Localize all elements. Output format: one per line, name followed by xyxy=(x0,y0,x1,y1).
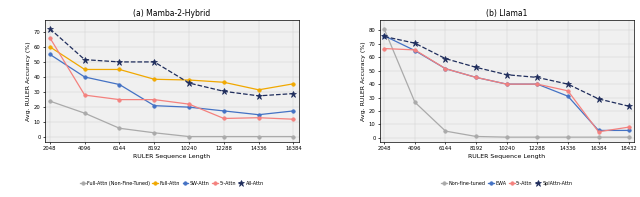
Line: 5ᵗ-Attn: 5ᵗ-Attn xyxy=(48,36,295,121)
Full-Attn (Non-Fine-Tuned) xyxy=(255,135,262,138)
SplAttn-Attn xyxy=(625,105,633,107)
5ᵗ-Attn xyxy=(290,118,298,120)
SW-Attn xyxy=(220,110,228,112)
Full-Attn (Non-Fine-Tuned) xyxy=(290,135,298,138)
EWA xyxy=(534,83,541,85)
Y-axis label: Avg. RULER Accuracy (%): Avg. RULER Accuracy (%) xyxy=(26,41,31,121)
5ᵗ-Attn xyxy=(46,37,54,39)
X-axis label: RULER Sequence Length: RULER Sequence Length xyxy=(468,154,545,159)
EWA xyxy=(380,35,388,37)
SplAttn-Attn xyxy=(472,66,480,69)
SplAttn-Attn xyxy=(380,35,388,38)
SW-Attn xyxy=(255,113,262,116)
Non-fine-tuned xyxy=(534,136,541,138)
Line: Non-fine-tuned: Non-fine-tuned xyxy=(383,27,631,139)
Non-fine-tuned xyxy=(442,130,449,132)
SplAttn-Attn xyxy=(503,73,511,76)
Non-fine-tuned xyxy=(472,135,480,138)
Line: All-Attn: All-Attn xyxy=(47,26,296,99)
EWA xyxy=(411,49,419,52)
SplAttn-Attn xyxy=(564,83,572,85)
SplAttn-Attn xyxy=(534,76,541,79)
Full-Attn (Non-Fine-Tuned) xyxy=(220,135,228,138)
All-Attn xyxy=(116,61,124,63)
Non-fine-tuned xyxy=(564,136,572,138)
Line: 5ᵗ-Attn: 5ᵗ-Attn xyxy=(383,47,631,134)
5ᵗ-Attn xyxy=(503,83,511,85)
SW-Attn xyxy=(46,53,54,56)
SW-Attn xyxy=(150,104,158,107)
EWA xyxy=(595,129,602,132)
Legend: Full-Attn (Non-Fine-Tuned), Full-Attn, SW-Attn, 5ᵗ-Attn, All-Attn: Full-Attn (Non-Fine-Tuned), Full-Attn, S… xyxy=(80,181,264,186)
5ᵗ-Attn xyxy=(442,68,449,70)
5ᵗ-Attn xyxy=(472,76,480,79)
5ᵗ-Attn xyxy=(185,103,193,105)
Line: Full-Attn (Non-Fine-Tuned): Full-Attn (Non-Fine-Tuned) xyxy=(48,99,295,138)
SW-Attn xyxy=(81,76,88,78)
All-Attn xyxy=(185,82,193,84)
All-Attn xyxy=(255,95,262,97)
SplAttn-Attn xyxy=(595,98,602,100)
5ᵗ-Attn xyxy=(564,90,572,92)
Line: EWA: EWA xyxy=(383,34,631,132)
Non-fine-tuned xyxy=(380,28,388,30)
Legend: Non-fine-tuned, EWA, 5ᵗ-Attn, SplAttn-Attn: Non-fine-tuned, EWA, 5ᵗ-Attn, SplAttn-At… xyxy=(441,181,572,186)
5ᵗ-Attn xyxy=(380,47,388,50)
X-axis label: RULER Sequence Length: RULER Sequence Length xyxy=(133,154,211,159)
5ᵗ-Attn xyxy=(411,49,419,51)
Full-Attn (Non-Fine-Tuned) xyxy=(116,127,124,129)
Full-Attn (Non-Fine-Tuned) xyxy=(81,112,88,114)
5ᵗ-Attn xyxy=(595,131,602,133)
Non-fine-tuned xyxy=(411,101,419,103)
Full-Attn xyxy=(46,46,54,48)
5ᵗ-Attn xyxy=(150,98,158,101)
EWA xyxy=(625,129,633,132)
Line: SplAttn-Attn: SplAttn-Attn xyxy=(381,33,632,109)
5ᵗ-Attn xyxy=(255,117,262,119)
Full-Attn (Non-Fine-Tuned) xyxy=(46,100,54,102)
5ᵗ-Attn xyxy=(81,94,88,96)
5ᵗ-Attn xyxy=(116,98,124,101)
All-Attn xyxy=(290,92,298,95)
Full-Attn xyxy=(290,83,298,85)
Full-Attn xyxy=(81,68,88,71)
SplAttn-Attn xyxy=(411,42,419,44)
All-Attn xyxy=(220,90,228,93)
Full-Attn (Non-Fine-Tuned) xyxy=(150,132,158,134)
Full-Attn (Non-Fine-Tuned) xyxy=(185,135,193,138)
5ᵗ-Attn xyxy=(220,117,228,120)
SW-Attn xyxy=(185,106,193,108)
Non-fine-tuned xyxy=(595,136,602,138)
SW-Attn xyxy=(290,110,298,112)
Y-axis label: Avg. RULER Accuracy (%): Avg. RULER Accuracy (%) xyxy=(361,41,366,121)
EWA xyxy=(564,95,572,97)
5ᵗ-Attn xyxy=(534,83,541,85)
Non-fine-tuned xyxy=(503,136,511,138)
EWA xyxy=(503,83,511,85)
5ᵗ-Attn xyxy=(625,126,633,128)
EWA xyxy=(442,68,449,70)
EWA xyxy=(472,76,480,79)
All-Attn xyxy=(81,59,88,61)
Full-Attn xyxy=(116,68,124,71)
Full-Attn xyxy=(220,81,228,84)
Full-Attn xyxy=(185,79,193,81)
Line: Full-Attn: Full-Attn xyxy=(48,45,295,92)
Full-Attn xyxy=(150,78,158,80)
Full-Attn xyxy=(255,89,262,91)
All-Attn xyxy=(46,28,54,30)
SW-Attn xyxy=(116,83,124,86)
Title: (b) Llama1: (b) Llama1 xyxy=(486,8,527,18)
All-Attn xyxy=(150,61,158,63)
Title: (a) Mamba-2-Hybrid: (a) Mamba-2-Hybrid xyxy=(133,8,211,18)
Non-fine-tuned xyxy=(625,136,633,138)
SplAttn-Attn xyxy=(442,58,449,60)
Line: SW-Attn: SW-Attn xyxy=(48,53,295,116)
